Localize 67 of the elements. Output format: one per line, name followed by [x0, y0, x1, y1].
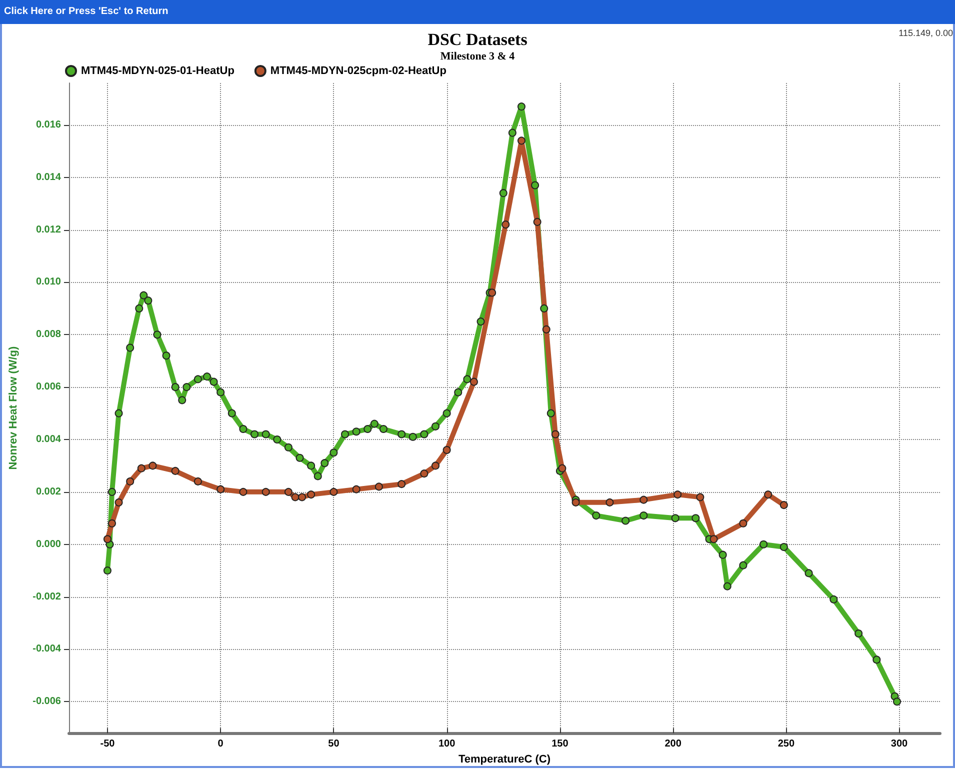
x-tick-label: 0 [218, 738, 224, 750]
text: Click Here or Press 'Esc' to Return [4, 6, 168, 17]
point [488, 288, 496, 297]
legend-label: MTM45-MDYN-025-01-HeatUp [81, 65, 235, 77]
point [103, 535, 112, 544]
y-tick-label: 0.000 [36, 538, 62, 550]
y-tick-label: 0.012 [36, 224, 62, 236]
point [442, 446, 451, 454]
y-tick-label: -0.006 [32, 696, 62, 708]
x-tick-label: 200 [664, 738, 682, 750]
y-tick-label: 0.006 [36, 382, 62, 393]
y-tick-label: -0.002 [32, 591, 62, 602]
point [517, 136, 526, 145]
point [216, 485, 225, 494]
legend-label: MTM45-MDYN-025cpm-02-HeatUp [270, 65, 447, 77]
x-tick-label: -50 [100, 738, 116, 750]
point [542, 325, 550, 334]
point [374, 482, 383, 491]
point [606, 498, 614, 506]
y-tick-label: 0.002 [36, 486, 62, 498]
point [239, 488, 248, 496]
point [780, 501, 788, 510]
chart-subtitle: Milestone 3 & 4 [440, 50, 516, 62]
x-tick-label: 250 [778, 738, 795, 750]
point [291, 493, 300, 502]
point [148, 462, 157, 470]
point [432, 462, 440, 470]
y-tick-label: 0.004 [36, 434, 62, 446]
point [696, 493, 704, 502]
point [558, 464, 566, 472]
point [307, 490, 316, 499]
point [284, 488, 292, 496]
point [710, 535, 718, 544]
x-tick-label: 50 [328, 738, 340, 750]
y-tick-label: 0.008 [36, 329, 62, 340]
x-axis-title: TemperatureC (C) [458, 754, 551, 766]
point [572, 498, 580, 506]
point [137, 464, 146, 472]
point [262, 488, 270, 496]
point [764, 490, 772, 499]
y-tick-label: 0.014 [36, 172, 62, 183]
point [194, 477, 202, 486]
point [502, 220, 510, 229]
point [533, 218, 542, 226]
y-tick-label: 0.010 [36, 276, 62, 288]
text: 115.149, 0.00 [898, 28, 953, 38]
point [126, 477, 134, 486]
point [739, 519, 748, 528]
x-tick-label: 100 [438, 738, 456, 750]
y-tick-label: 0.016 [36, 119, 62, 130]
point [330, 488, 338, 496]
point [398, 480, 406, 488]
y-tick-label: -0.004 [32, 644, 62, 655]
point [298, 493, 306, 502]
y-axis-title: Nonrev Heat Flow (W/g) [8, 346, 20, 470]
chart-title: DSC Datasets [428, 30, 528, 49]
point [108, 519, 116, 528]
point [470, 378, 478, 386]
point [171, 466, 180, 475]
point [352, 485, 360, 494]
point [420, 470, 428, 478]
point [674, 490, 682, 499]
x-tick-label: 300 [890, 738, 908, 750]
point [551, 430, 560, 438]
x-tick-label: 150 [552, 738, 569, 750]
point [114, 498, 123, 506]
point [640, 496, 648, 504]
